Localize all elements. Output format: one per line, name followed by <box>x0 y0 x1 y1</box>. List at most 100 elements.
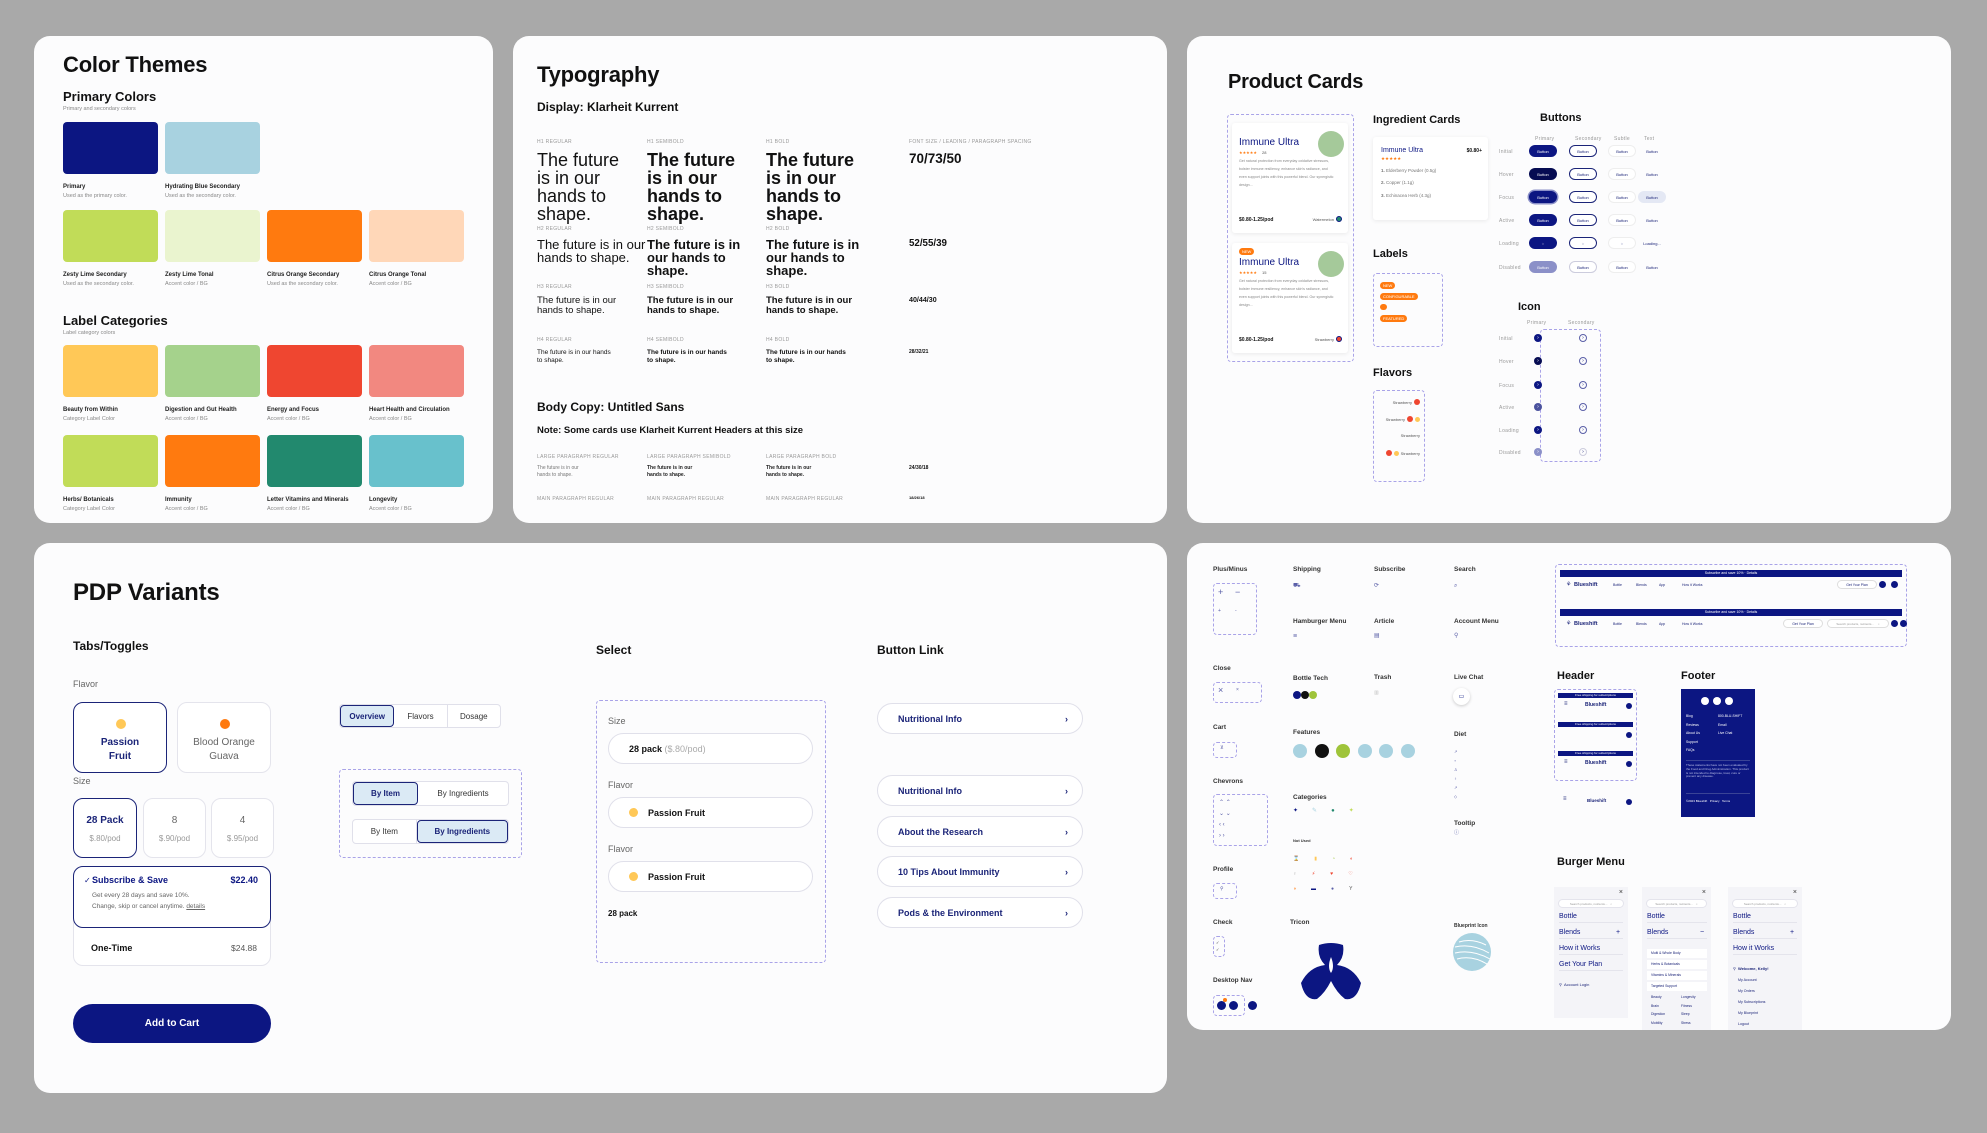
plus-small-icon[interactable]: + <box>1218 608 1221 614</box>
brand-logo[interactable]: Blueshift <box>1574 621 1598 627</box>
account-menu-link[interactable]: Logout <box>1738 1022 1749 1026</box>
brand-logo[interactable]: Blueshift <box>1585 760 1607 766</box>
toggle-by-item[interactable]: By Item <box>353 820 417 843</box>
burger-category-link[interactable]: Digestion <box>1651 1012 1666 1016</box>
live-chat-icon[interactable]: ▭ <box>1453 688 1470 705</box>
product-card[interactable]: NEW Immune Ultra ★★★★★ 15 Get natural protec… <box>1232 243 1348 353</box>
add-to-cart-button[interactable]: Add to Cart <box>73 1004 271 1043</box>
button-sample-primary-focus[interactable]: Button <box>1529 191 1557 203</box>
button-sample-text-active[interactable]: Button <box>1646 217 1658 223</box>
burger-menu-item[interactable]: Blends <box>1559 929 1623 939</box>
burger-search-input[interactable]: Search products, nutrients... ⌕ <box>1732 899 1798 908</box>
close-small-icon[interactable]: × <box>1236 687 1239 693</box>
search-input[interactable]: Search products, nutrients... ⌕ <box>1827 619 1889 628</box>
nav-link[interactable]: App <box>1659 622 1666 626</box>
button-sample-secondary-initial[interactable]: Button <box>1569 145 1597 157</box>
bag-nav-icon[interactable] <box>1229 1001 1238 1010</box>
button-sample-text-focus[interactable]: Button <box>1638 191 1666 203</box>
button-sample-subtle-active[interactable]: Button <box>1608 214 1636 226</box>
mobile-promo-banner[interactable]: Free shipping for subscriptions <box>1558 751 1633 756</box>
icon-button-primary-disabled[interactable]: › <box>1534 448 1542 456</box>
toggle-by-ingredients[interactable]: By Ingredients <box>437 789 489 798</box>
button-sample-text-initial[interactable]: Button <box>1646 148 1658 154</box>
button-sample-subtle-focus[interactable]: Button <box>1608 191 1636 203</box>
cart-nav-icon[interactable] <box>1626 761 1632 767</box>
cart-nav-icon[interactable] <box>1626 732 1632 738</box>
mobile-promo-banner[interactable]: Free shipping for subscriptions <box>1558 722 1633 727</box>
footer-contact-link[interactable]: 800-BLU-SHIFT <box>1718 714 1743 718</box>
burger-category-link[interactable]: Sleep <box>1681 1012 1690 1016</box>
footer-contact-link[interactable]: Email <box>1718 722 1727 727</box>
cart-nav-icon[interactable] <box>1900 620 1907 627</box>
button-sample-text-loading[interactable]: Loading... <box>1643 240 1661 246</box>
icon-button-secondary-hover[interactable]: › <box>1579 357 1587 365</box>
icon-button-primary-active[interactable]: › <box>1534 403 1542 411</box>
close-icon[interactable]: × <box>1218 685 1224 695</box>
footer-link[interactable]: Blog <box>1686 714 1693 718</box>
nav-link[interactable]: How it Works <box>1682 583 1703 587</box>
button-sample-subtle-hover[interactable]: Button <box>1608 168 1636 180</box>
button-sample-primary-initial[interactable]: Button <box>1529 145 1557 157</box>
nav-link[interactable]: How it Works <box>1682 622 1703 626</box>
button-sample-primary-disabled[interactable]: Button <box>1529 261 1557 273</box>
cart-nav-icon[interactable] <box>1891 581 1898 588</box>
button-sample-secondary-loading[interactable]: ◌ <box>1569 237 1597 249</box>
cart-nav-icon[interactable] <box>1626 703 1632 709</box>
burger-menu-item[interactable]: Blends <box>1733 929 1797 939</box>
account-nav-icon[interactable] <box>1248 1001 1257 1010</box>
burger-menu-item[interactable]: Bottle <box>1733 913 1797 923</box>
toggle-by-ingredients[interactable]: By Ingredients <box>416 820 508 843</box>
link-nutritional-info[interactable]: Nutritional Info › <box>877 703 1083 734</box>
link-about-research[interactable]: About the Research › <box>877 816 1083 847</box>
button-sample-subtle-disabled[interactable]: Button <box>1608 261 1636 273</box>
cart-nav-icon[interactable] <box>1626 799 1632 805</box>
close-icon[interactable]: × <box>1701 889 1706 896</box>
nav-link[interactable]: Blends <box>1636 583 1647 587</box>
link-nutritional-info-2[interactable]: Nutritional Info › <box>877 775 1083 806</box>
icon-button-primary-hover[interactable]: › <box>1534 357 1542 365</box>
size-select[interactable]: 28 pack ($.80/pod) <box>608 733 813 764</box>
minus-icon[interactable]: − <box>1235 587 1241 597</box>
footer-link[interactable]: Support <box>1686 739 1698 744</box>
button-sample-secondary-hover[interactable]: Button <box>1569 168 1597 180</box>
ingredient-card[interactable]: Immune Ultra ★★★★★ $0.80+ 1. Elderberry … <box>1373 137 1488 220</box>
brand-logo[interactable]: Blueshift <box>1574 582 1598 588</box>
size-option-8[interactable]: 8 $.90/pod <box>143 798 206 858</box>
icon-button-secondary-disabled[interactable]: › <box>1579 448 1587 456</box>
account-nav-icon[interactable] <box>1879 581 1886 588</box>
get-your-plan-button[interactable]: Get Your Plan <box>1837 580 1877 589</box>
collapse-minus-icon[interactable]: − <box>1700 929 1705 936</box>
size-option-4[interactable]: 4 $.95/pod <box>211 798 274 858</box>
expand-plus-icon[interactable]: + <box>1790 929 1795 936</box>
flavor-option-blood-orange-guava[interactable]: Blood Orange Guava <box>177 702 271 773</box>
button-sample-primary-loading[interactable]: ◌ <box>1529 237 1557 249</box>
hamburger-menu-icon[interactable]: ≡ <box>1563 796 1567 802</box>
hamburger-menu-icon[interactable]: ≡ <box>1564 701 1568 707</box>
subscribe-save-option[interactable]: ✓ Subscribe & Save $22.40 Get every 28 d… <box>73 866 271 928</box>
instagram-icon[interactable] <box>1701 697 1709 705</box>
size-option-28-pack[interactable]: 28 Pack $.80/pod <box>73 798 137 858</box>
burger-category-link[interactable]: Beauty <box>1651 995 1662 999</box>
account-menu-link[interactable]: My Orders <box>1738 989 1755 993</box>
brand-logo[interactable]: Blueshift <box>1587 798 1607 803</box>
burger-category-link[interactable]: Fitness <box>1681 1003 1692 1008</box>
close-icon[interactable]: × <box>1618 889 1623 896</box>
burger-search-input[interactable]: Search products, nutrients... ⌕ <box>1558 899 1624 908</box>
button-sample-primary-hover[interactable]: Button <box>1529 168 1557 180</box>
minus-small-icon[interactable]: - <box>1235 608 1237 614</box>
burger-submenu-item[interactable]: Targeted Support <box>1647 982 1707 991</box>
hamburger-menu-icon[interactable]: ≡ <box>1564 759 1568 765</box>
footer-link[interactable]: FAQs <box>1686 748 1695 753</box>
nav-link[interactable]: Bottle <box>1613 622 1622 626</box>
promo-banner[interactable]: Subscribe and save 10% · Details <box>1560 609 1902 616</box>
account-menu-link[interactable]: My Subscriptions <box>1738 1000 1766 1004</box>
account-login-link[interactable]: Account Login <box>1564 982 1590 987</box>
close-icon[interactable]: × <box>1792 889 1797 896</box>
account-menu-link[interactable]: My Account <box>1738 978 1757 982</box>
icon-button-secondary-initial[interactable]: › <box>1579 334 1587 342</box>
tab-flavors[interactable]: Flavors <box>394 705 448 727</box>
pinterest-icon[interactable] <box>1713 697 1721 705</box>
one-time-option[interactable]: One-Time $24.88 <box>73 931 271 965</box>
button-sample-secondary-active[interactable]: Button <box>1569 214 1597 226</box>
burger-category-link[interactable]: Stress <box>1681 1020 1691 1025</box>
